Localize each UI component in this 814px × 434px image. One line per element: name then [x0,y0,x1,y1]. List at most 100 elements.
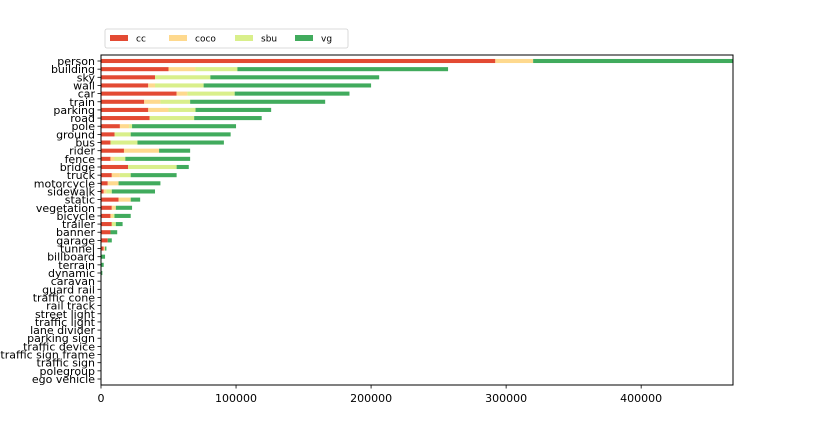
bar-sky-cc [101,75,156,80]
bar-person-vg [533,58,733,64]
bar-road-cc [101,116,150,121]
bar-static-vg [130,197,141,202]
bar-wall-vg [203,83,372,88]
category-label: traffic sign [37,357,96,370]
bar-parking-sbu [168,107,196,112]
bars-layer [101,58,733,276]
bar-banner-cc [101,230,111,235]
bar-road-sbu [149,116,195,121]
bar-fence-cc [101,156,111,161]
bar-building-coco [168,67,196,72]
category-label: fence [65,153,96,166]
category-label: terrain [58,259,95,272]
bar-ground-cc [101,132,115,137]
bar-wall-sbu [155,83,204,88]
bar-trailer-sbu [111,222,116,227]
x-tick-label: 200000 [350,392,392,405]
bar-garage-cc [101,238,108,243]
bar-bicycle-cc [101,213,111,218]
category-label: car [78,88,96,101]
bar-train-coco [144,99,161,104]
bar-billboard-vg [101,254,106,259]
category-label: road [70,112,95,125]
bar-ground-vg [130,132,231,137]
bar-sidewalk-vg [111,189,156,194]
bar-train-vg [190,99,326,104]
category-label: banner [56,226,95,239]
bar-bicycle-coco [110,213,114,218]
bar-sidewalk-cc [101,189,104,194]
bar-pole-coco [119,124,130,129]
category-label: dynamic [48,267,95,280]
legend-swatch-sbu [235,35,253,41]
legend: cc coco sbu vg [104,28,349,49]
bar-parking-coco [148,107,169,112]
plot-frame [100,54,734,386]
category-label: trailer [62,218,95,231]
bar-person-cc [101,58,496,64]
category-label: sidewalk [47,185,95,198]
x-axis-ticks: 0 100000 200000 300000 400000 [98,385,662,405]
bar-trailer-cc [101,222,112,227]
bar-trailer-vg [115,222,123,227]
category-label: motorcycle [34,177,95,190]
bar-rider-coco [123,148,160,153]
bar-person-coco [495,58,534,64]
bar-building-sbu [195,67,238,72]
category-label: sky [77,71,96,84]
category-label: guard rail [42,283,95,296]
category-label: traffic light [35,316,96,329]
x-tick-label: 400000 [620,392,662,405]
bar-garage-vg [107,238,112,243]
bar-parking-vg [195,107,272,112]
category-label: wall [73,79,95,92]
bar-bicycle-sbu [113,213,115,218]
category-label: pole [71,120,95,133]
bar-truck-cc [101,173,112,178]
legend-label-coco: coco [195,35,216,45]
bar-bicycle-vg [114,213,131,218]
bar-ground-sbu [114,132,131,137]
bar-sky-sbu [155,75,211,80]
bar-train-cc [101,99,145,104]
bar-sidewalk-sbu [106,189,112,194]
bar-motorcycle-vg [118,181,161,186]
bar-bridge-cc [101,164,129,170]
bar-train-sbu [160,99,191,104]
category-label: caravan [51,275,95,288]
bar-bridge-vg [176,164,189,170]
bar-fence-coco [110,156,115,161]
bar-motorcycle-coco [107,181,119,186]
bar-building-cc [101,67,169,72]
bar-pole-sbu [129,124,133,129]
bar-vegetation-vg [115,205,133,210]
category-label: polegroup [40,365,96,378]
bar-pole-cc [101,124,120,129]
bar-car-vg [234,91,350,96]
bar-bus-vg [137,140,224,145]
category-label: tunnel [60,243,95,256]
bar-bus-sbu [110,140,138,145]
bar-sidewalk-coco [103,189,107,194]
legend-label-cc: cc [136,35,146,45]
bar-sky-vg [210,75,380,80]
category-label: bridge [60,161,96,174]
bar-bridge-sbu [128,164,177,170]
category-label: street light [35,308,96,321]
bar-car-coco [176,91,188,96]
x-tick-label: 0 [98,392,105,405]
bar-vegetation-coco [111,205,116,210]
bar-motorcycle-cc [101,181,108,186]
category-label: vegetation [36,202,95,215]
bar-truck-sbu [119,173,131,178]
category-label: garage [56,234,95,247]
bar-tunnel-cc [101,246,104,251]
bar-fence-vg [125,156,191,161]
bar-static-coco [118,197,131,202]
category-label: parking [53,104,95,117]
category-label: bicycle [57,210,96,223]
legend-frame [104,28,349,49]
bar-building-vg [237,67,449,72]
bar-truck-vg [130,173,177,178]
